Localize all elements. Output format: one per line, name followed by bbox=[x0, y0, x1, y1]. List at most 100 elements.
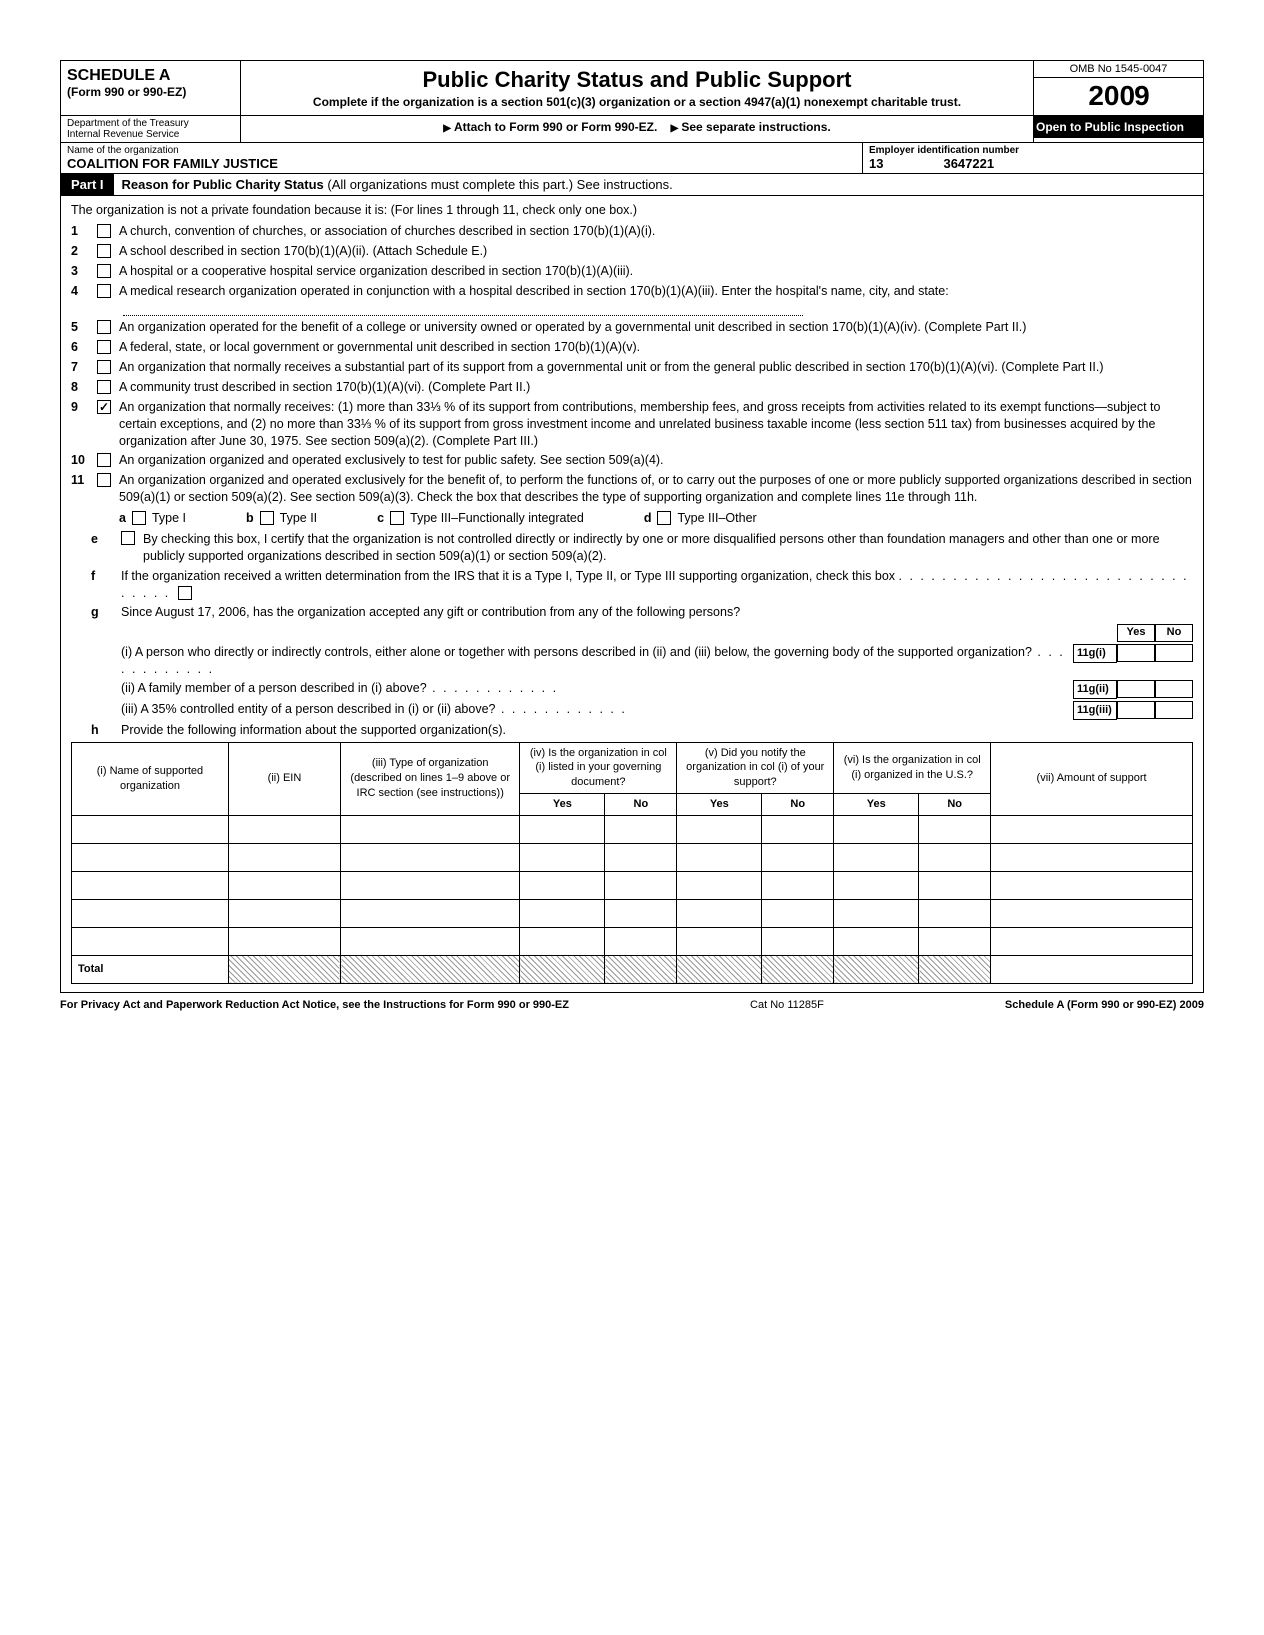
g-iii-yes[interactable] bbox=[1117, 701, 1155, 719]
g-i-text: (i) A person who directly or indirectly … bbox=[121, 644, 1073, 678]
checkbox-7[interactable] bbox=[97, 360, 111, 374]
checkbox-11a[interactable] bbox=[132, 511, 146, 525]
line-4: 4A medical research organization operate… bbox=[71, 283, 1193, 317]
dotted-line bbox=[123, 315, 803, 316]
checkbox-6[interactable] bbox=[97, 340, 111, 354]
checkbox-11f[interactable] bbox=[178, 586, 192, 600]
g-header: Yes No bbox=[121, 624, 1193, 642]
th-yes-1: Yes bbox=[520, 794, 605, 816]
th-us: (vi) Is the organization in col (i) orga… bbox=[834, 742, 991, 794]
g-i-no[interactable] bbox=[1155, 644, 1193, 662]
checkbox-5[interactable] bbox=[97, 320, 111, 334]
page-footer: For Privacy Act and Paperwork Reduction … bbox=[60, 999, 1204, 1011]
th-no-2: No bbox=[762, 794, 834, 816]
checkbox-4[interactable] bbox=[97, 284, 111, 298]
g-iii-row: (iii) A 35% controlled entity of a perso… bbox=[121, 701, 1193, 720]
line-9-text: An organization that normally receives: … bbox=[119, 399, 1193, 450]
checkbox-9[interactable]: ✓ bbox=[97, 400, 111, 414]
hatched-cell bbox=[341, 955, 520, 983]
line-10-text: An organization organized and operated e… bbox=[119, 452, 1193, 469]
part1-title: Reason for Public Charity Status (All or… bbox=[114, 177, 673, 192]
subtitle: Complete if the organization is a sectio… bbox=[249, 95, 1025, 109]
type-a: aType I bbox=[119, 510, 186, 527]
checkbox-11e[interactable] bbox=[121, 531, 135, 545]
line-8-text: A community trust described in section 1… bbox=[119, 379, 1193, 396]
line-8: 8A community trust described in section … bbox=[71, 379, 1193, 396]
checkbox-3[interactable] bbox=[97, 264, 111, 278]
table-row bbox=[72, 871, 1193, 899]
g-iii-text: (iii) A 35% controlled entity of a perso… bbox=[121, 701, 1073, 718]
hatched-cell bbox=[762, 955, 834, 983]
line-g: g Since August 17, 2006, has the organiz… bbox=[91, 604, 1193, 621]
g-i-yes[interactable] bbox=[1117, 644, 1155, 662]
type-row: aType I bType II cType III–Functionally … bbox=[119, 510, 1193, 527]
part1-bar: Part I Reason for Public Charity Status … bbox=[60, 174, 1204, 196]
dept-irs: Internal Revenue Service bbox=[67, 129, 234, 140]
line-11: 11An organization organized and operated… bbox=[71, 472, 1193, 506]
ein-block: Employer identification number 13 364722… bbox=[863, 143, 1203, 173]
checkbox-10[interactable] bbox=[97, 453, 111, 467]
form-header: SCHEDULE A (Form 990 or 990-EZ) Public C… bbox=[60, 60, 1204, 116]
intro-text: The organization is not a private founda… bbox=[71, 202, 1193, 219]
hatched-cell bbox=[520, 955, 605, 983]
hatched-cell bbox=[919, 955, 991, 983]
part1-title-suffix: (All organizations must complete this pa… bbox=[327, 177, 672, 192]
table-row bbox=[72, 927, 1193, 955]
yes-header: Yes bbox=[1117, 624, 1155, 642]
ein-label: Employer identification number bbox=[869, 145, 1197, 156]
year-bold: 09 bbox=[1120, 80, 1149, 111]
checkbox-11d[interactable] bbox=[657, 511, 671, 525]
line-1: 1A church, convention of churches, or as… bbox=[71, 223, 1193, 240]
line-10: 10An organization organized and operated… bbox=[71, 452, 1193, 469]
year-prefix: 20 bbox=[1088, 80, 1119, 111]
g-ii-label: 11g(ii) bbox=[1073, 680, 1117, 699]
part1-label: Part I bbox=[61, 174, 114, 195]
see-text: See separate instructions. bbox=[681, 120, 830, 134]
checkbox-11[interactable] bbox=[97, 473, 111, 487]
arrow-icon bbox=[671, 120, 682, 134]
g-i-row: (i) A person who directly or indirectly … bbox=[121, 644, 1193, 678]
g-iii-label: 11g(iii) bbox=[1073, 701, 1117, 720]
dots-icon bbox=[496, 702, 627, 716]
ein-prefix: 13 bbox=[869, 156, 883, 171]
line-h-text: Provide the following information about … bbox=[121, 722, 506, 739]
line-e: e By checking this box, I certify that t… bbox=[91, 531, 1193, 565]
name-label: Name of the organization bbox=[67, 145, 856, 156]
th-notify: (v) Did you notify the organization in c… bbox=[677, 742, 834, 794]
attach-instr: Attach to Form 990 or Form 990-EZ. See s… bbox=[241, 116, 1033, 142]
g-i-label: 11g(i) bbox=[1073, 644, 1117, 663]
line-5: 5An organization operated for the benefi… bbox=[71, 319, 1193, 336]
line-f: f If the organization received a written… bbox=[91, 568, 1193, 602]
name-row: Name of the organization COALITION FOR F… bbox=[60, 143, 1204, 174]
main-title: Public Charity Status and Public Support bbox=[249, 67, 1025, 93]
ein-suffix: 3647221 bbox=[943, 156, 994, 171]
dept-row: Department of the Treasury Internal Reve… bbox=[60, 116, 1204, 143]
line-5-text: An organization operated for the benefit… bbox=[119, 319, 1193, 336]
line-e-text: By checking this box, I certify that the… bbox=[143, 531, 1193, 565]
checkbox-1[interactable] bbox=[97, 224, 111, 238]
g-iii-no[interactable] bbox=[1155, 701, 1193, 719]
checkbox-11b[interactable] bbox=[260, 511, 274, 525]
checkbox-2[interactable] bbox=[97, 244, 111, 258]
checkbox-11c[interactable] bbox=[390, 511, 404, 525]
th-amount: (vii) Amount of support bbox=[991, 742, 1193, 815]
g-ii-no[interactable] bbox=[1155, 680, 1193, 698]
header-center: Public Charity Status and Public Support… bbox=[241, 61, 1033, 115]
footer-center: Cat No 11285F bbox=[750, 999, 824, 1011]
type-b: bType II bbox=[246, 510, 317, 527]
g-ii-text: (ii) A family member of a person describ… bbox=[121, 680, 1073, 697]
checkbox-8[interactable] bbox=[97, 380, 111, 394]
line-7-text: An organization that normally receives a… bbox=[119, 359, 1193, 376]
line-3-text: A hospital or a cooperative hospital ser… bbox=[119, 263, 1193, 280]
line-7: 7An organization that normally receives … bbox=[71, 359, 1193, 376]
hatched-cell bbox=[228, 955, 340, 983]
line-9: 9✓An organization that normally receives… bbox=[71, 399, 1193, 450]
line-g-intro: Since August 17, 2006, has the organizat… bbox=[121, 604, 740, 621]
arrow-icon bbox=[443, 120, 454, 134]
line-11-text: An organization organized and operated e… bbox=[119, 472, 1193, 506]
th-listed: (iv) Is the organization in col (i) list… bbox=[520, 742, 677, 794]
th-name: (i) Name of supported organization bbox=[72, 742, 229, 815]
line-f-text: If the organization received a written d… bbox=[121, 568, 1193, 602]
g-ii-yes[interactable] bbox=[1117, 680, 1155, 698]
type-d-label: Type III–Other bbox=[677, 510, 756, 527]
